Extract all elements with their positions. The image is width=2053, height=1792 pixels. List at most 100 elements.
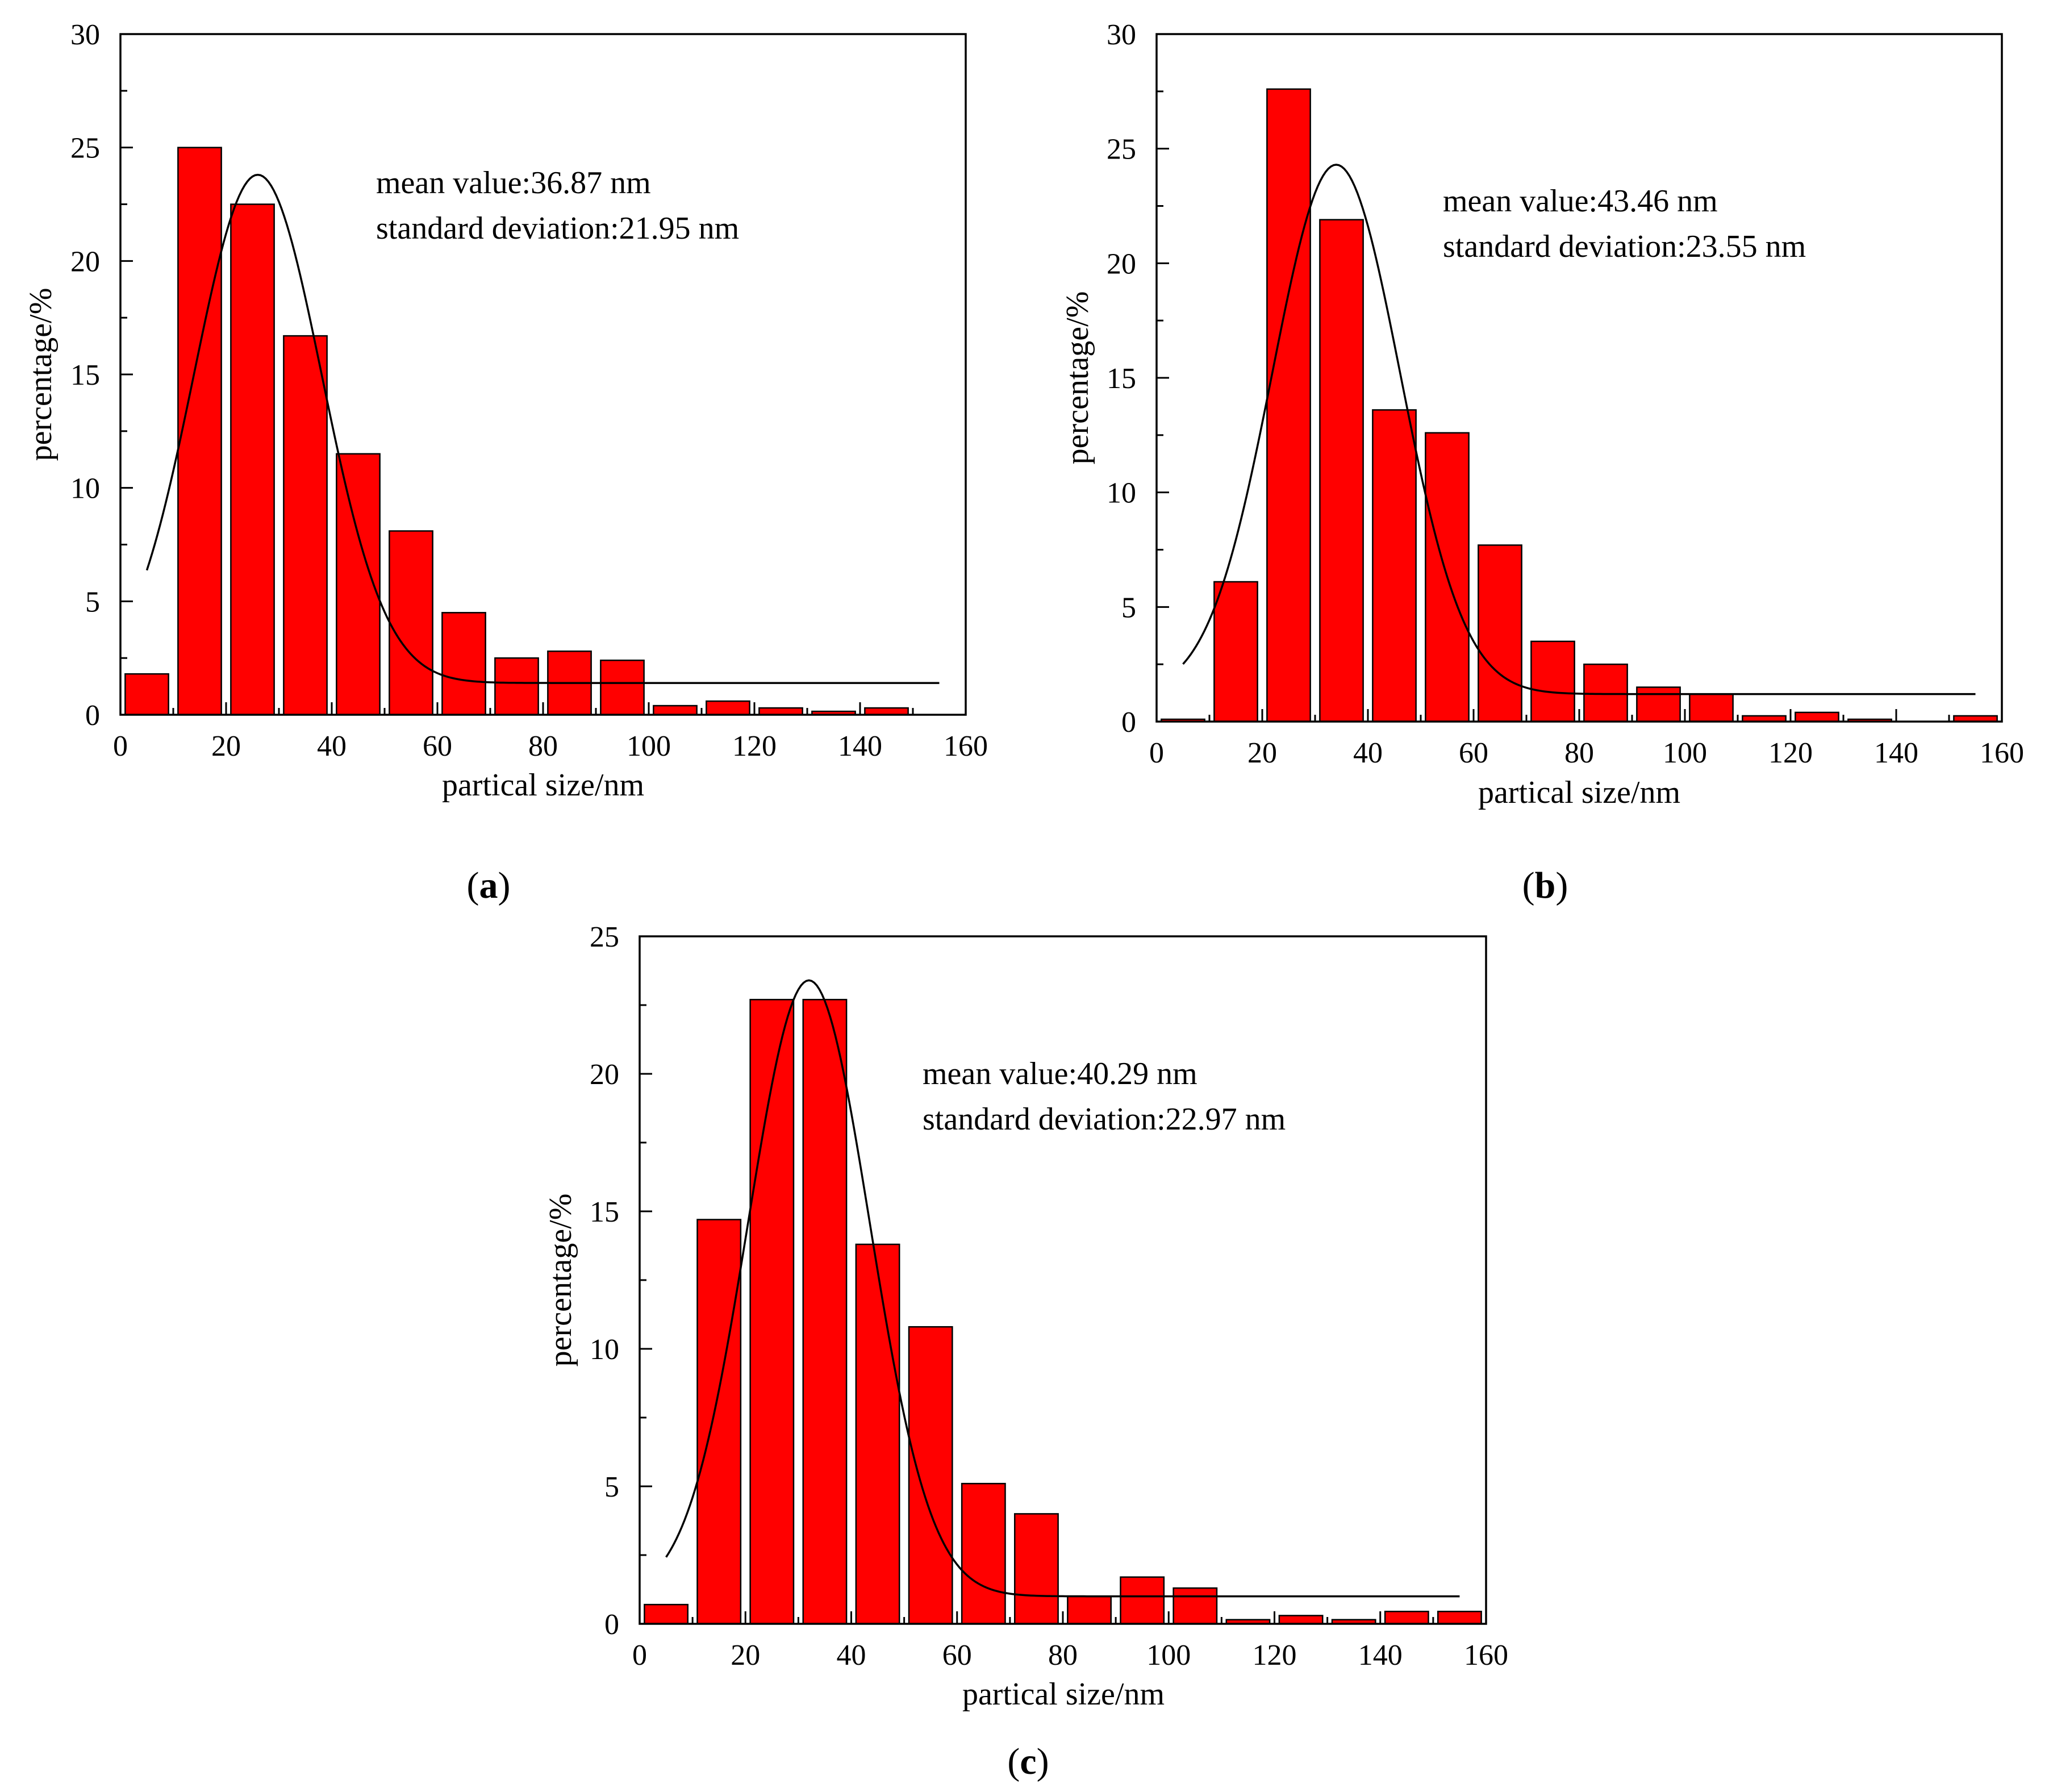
y-axis-title-c: percentage/%: [543, 1194, 578, 1367]
y-tick-labels-b: 0 5 10 15 20 25 30: [1107, 19, 1136, 739]
bar: [653, 705, 698, 716]
bar: [706, 700, 750, 716]
panel-label-letter-a: a: [479, 865, 498, 906]
bar: [1689, 693, 1734, 723]
bar: [644, 1603, 688, 1625]
x-tick-label: 160: [1464, 1639, 1508, 1672]
bar: [1319, 219, 1364, 723]
bar: [1067, 1595, 1112, 1625]
x-tick-label: 40: [1353, 737, 1383, 769]
bar: [908, 1326, 953, 1625]
bar: [600, 659, 645, 716]
bar: [1795, 711, 1839, 723]
bar: [1120, 1576, 1165, 1625]
x-axis-title-a: partical size/nm: [442, 768, 644, 803]
bar: [758, 707, 803, 716]
panel-label-letter-c: c: [1020, 1741, 1036, 1782]
ticks-a: [119, 33, 967, 716]
annotation-std-c: standard deviation:22.97 nm: [923, 1102, 1286, 1137]
panel-label-c: (c): [1007, 1741, 1049, 1782]
y-tick-label: 25: [590, 921, 619, 953]
x-tick-label: 0: [632, 1639, 647, 1672]
bar: [1278, 1615, 1324, 1625]
y-tick-label: 0: [85, 699, 100, 732]
x-tick-label: 0: [113, 730, 128, 762]
y-tick-labels-c: 0 5 10 15 20 25: [590, 921, 619, 1641]
x-tick-label: 60: [1459, 737, 1488, 769]
bar: [441, 612, 486, 716]
x-tick-label: 80: [528, 730, 558, 762]
bars-c: [644, 999, 1482, 1625]
y-axis-title-a: percentage/%: [23, 288, 59, 461]
bar: [961, 1482, 1006, 1625]
panel-label-a: (a): [467, 865, 511, 906]
x-tick-label: 120: [1768, 737, 1813, 769]
panel-label-letter-b: b: [1535, 865, 1556, 906]
y-tick-label: 15: [590, 1196, 619, 1228]
bar: [1384, 1610, 1429, 1625]
bar: [802, 999, 848, 1625]
y-tick-label: 5: [604, 1471, 619, 1503]
x-tick-label: 140: [838, 730, 882, 762]
bar: [855, 1243, 900, 1625]
bar: [696, 1219, 742, 1625]
gaussian-fit-curve-a: [145, 173, 940, 684]
bar: [1172, 1587, 1218, 1625]
x-tick-label: 0: [1149, 737, 1164, 769]
y-tick-label: 20: [590, 1058, 619, 1091]
x-tick-label: 80: [1048, 1639, 1078, 1672]
y-tick-label: 5: [85, 586, 100, 618]
y-tick-label: 25: [70, 132, 100, 165]
x-tick-labels-b: 0 20 40 60 80 100 120 140 160: [1149, 737, 2024, 769]
annotation-std-a: standard deviation:21.95 nm: [376, 211, 739, 246]
y-tick-label: 30: [1107, 19, 1136, 51]
chart-panel-c: 0 20 40 60 80 100 120 140 160 0 5 10 15 20 25 partica…: [543, 921, 1508, 1782]
bar: [1636, 686, 1681, 723]
chart-panel-b: 0 20 40 60 80 100 120 140 160 0 5 10 15 20 25 30 parti…: [1060, 19, 2024, 906]
x-tick-label: 40: [837, 1639, 866, 1672]
x-tick-labels-a: 0 20 40 60 80 100 120 140 160: [113, 730, 988, 762]
x-tick-label: 120: [732, 730, 777, 762]
bar: [1478, 544, 1522, 723]
y-tick-label: 10: [590, 1333, 619, 1366]
x-axis-title-c: partical size/nm: [962, 1677, 1165, 1712]
bar: [177, 147, 222, 716]
x-tick-label: 100: [627, 730, 671, 762]
annotation-std-b: standard deviation:23.55 nm: [1443, 229, 1806, 264]
y-tick-label: 15: [1107, 362, 1136, 395]
bar: [1372, 409, 1417, 723]
bar: [749, 999, 795, 1625]
ticks-c: [639, 935, 1487, 1625]
y-tick-label: 25: [1107, 134, 1136, 166]
gaussian-fit-curve-c: [665, 979, 1460, 1598]
ticks-b: [1155, 33, 2003, 723]
bar: [1266, 88, 1311, 723]
y-tick-label: 0: [604, 1608, 619, 1641]
annotation-mean-a: mean value:36.87 nm: [376, 165, 651, 201]
x-tick-label: 160: [1980, 737, 2024, 769]
x-tick-label: 60: [423, 730, 452, 762]
bar: [230, 203, 275, 716]
x-tick-label: 80: [1564, 737, 1594, 769]
annotation-mean-c: mean value:40.29 nm: [923, 1056, 1197, 1091]
y-axis-title-b: percentage/%: [1060, 291, 1095, 465]
bar: [1530, 640, 1575, 723]
x-tick-label: 140: [1358, 1639, 1403, 1672]
y-tick-label: 10: [1107, 477, 1136, 510]
y-tick-label: 30: [70, 19, 100, 51]
x-tick-label: 100: [1146, 1639, 1191, 1672]
bar: [494, 657, 539, 716]
chart-panel-a: 0 20 40 60 80 100 120 140 160 0 5 10 15 20 25 30 parti…: [23, 19, 988, 906]
x-tick-labels-c: 0 20 40 60 80 100 120 140 160: [632, 1639, 1508, 1672]
x-tick-label: 60: [942, 1639, 972, 1672]
bar: [124, 673, 169, 716]
bar: [1213, 581, 1258, 723]
x-tick-label: 100: [1663, 737, 1707, 769]
y-tick-label: 0: [1121, 706, 1136, 739]
x-axis-title-b: partical size/nm: [1478, 775, 1680, 810]
bar: [1014, 1513, 1059, 1625]
x-tick-label: 120: [1253, 1639, 1297, 1672]
annotation-mean-b: mean value:43.46 nm: [1443, 184, 1718, 219]
y-tick-label: 20: [70, 245, 100, 278]
